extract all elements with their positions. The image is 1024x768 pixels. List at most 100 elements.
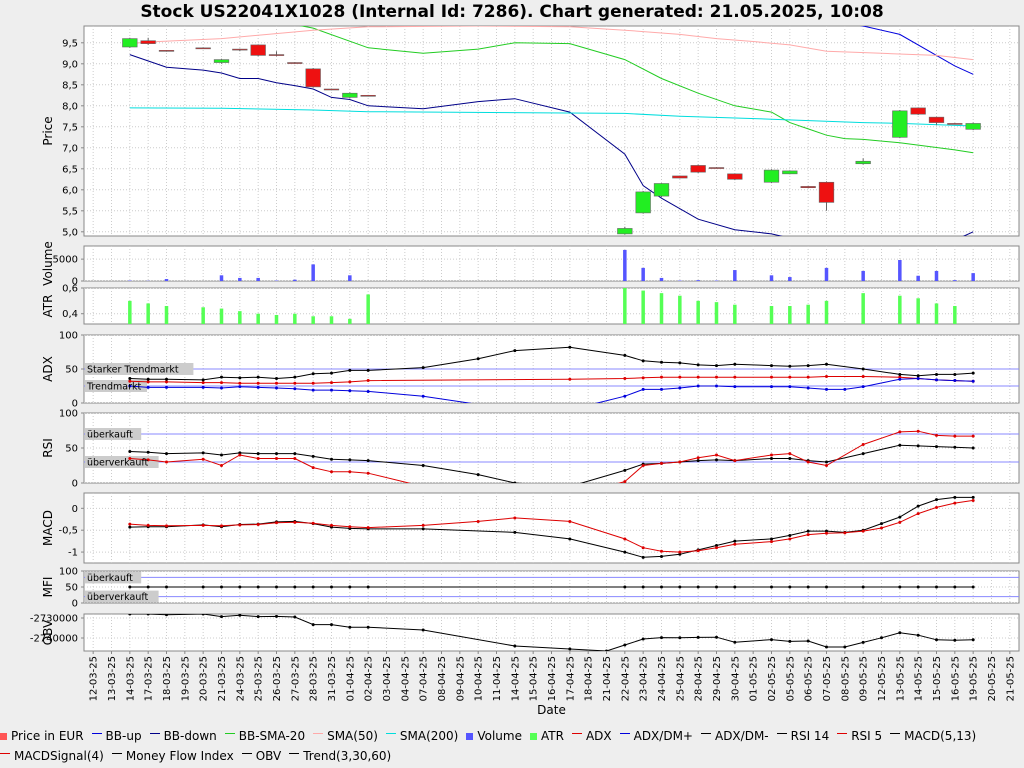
x-tick-label: 28-03-25 xyxy=(309,656,320,701)
bar xyxy=(788,306,792,324)
bar xyxy=(971,273,975,281)
x-tick-label: 02-05-25 xyxy=(767,656,778,701)
series-point-obv xyxy=(146,614,150,616)
series-point-macdsignal-4- xyxy=(330,523,333,527)
series-point-rsi-5 xyxy=(715,453,718,457)
series-point-adx-dm- xyxy=(421,394,425,398)
series-point-rsi-14 xyxy=(825,460,828,464)
x-tick-label: 27-03-25 xyxy=(290,656,301,701)
series-point-macdsignal-4- xyxy=(916,512,920,516)
series-point-adx xyxy=(330,381,333,385)
series-point-obv xyxy=(880,636,883,640)
series-point-macdsignal-4- xyxy=(220,524,223,528)
series-point-adx-dm- xyxy=(678,386,682,390)
legend-item: MACD(5,13) xyxy=(890,726,976,746)
bar xyxy=(659,293,664,324)
series-point-adx-dm- xyxy=(146,385,150,389)
x-tick-label: 01-04-25 xyxy=(345,656,356,701)
series-point-adx-dm- xyxy=(220,375,223,379)
bar xyxy=(659,277,664,281)
bar xyxy=(714,302,719,324)
bar xyxy=(898,260,902,281)
series-point-adx-dm- xyxy=(953,379,957,383)
x-tick-label: 14-03-25 xyxy=(125,656,136,701)
legend-swatch xyxy=(313,733,324,734)
series-point-rsi-5 xyxy=(788,452,792,456)
series-point-adx xyxy=(201,381,205,385)
legend-swatch xyxy=(837,733,848,734)
reference-label: Trendmarkt xyxy=(86,382,141,393)
series-point-adx-dm- xyxy=(898,372,902,376)
y-axis-label: ADX xyxy=(41,356,55,382)
legend-label: Money Flow Index xyxy=(125,749,234,763)
series-point-adx-dm- xyxy=(825,362,828,366)
series-point-adx-dm- xyxy=(623,353,627,357)
series-point-money-flow-index xyxy=(788,585,792,589)
bar xyxy=(953,306,957,324)
candle-body xyxy=(855,160,871,165)
legend-item: Money Flow Index xyxy=(111,746,234,766)
legend-swatch xyxy=(571,733,582,734)
y-tick-label: 100 xyxy=(59,567,78,578)
bar xyxy=(641,290,645,324)
series-point-adx-dm- xyxy=(861,367,865,371)
x-tick-label: 29-04-25 xyxy=(712,656,723,701)
candle-body xyxy=(323,88,340,91)
candle-body xyxy=(250,44,266,56)
series-point-adx-dm- xyxy=(916,374,920,378)
candle-body xyxy=(617,228,633,235)
series-point-rsi-14 xyxy=(311,454,315,458)
legend-label: SMA(200) xyxy=(399,729,459,743)
series-point-macdsignal-4- xyxy=(421,523,425,527)
series-point-macdsignal-4- xyxy=(788,537,792,541)
series-point-money-flow-index xyxy=(806,585,810,589)
series-point-rsi-5 xyxy=(605,485,608,488)
series-line-bb-down xyxy=(129,54,974,236)
series-point-money-flow-index xyxy=(770,585,773,589)
series-point-macdsignal-4- xyxy=(770,540,773,544)
legend-label: RSI 5 xyxy=(851,729,883,743)
series-point-adx-dm- xyxy=(678,361,682,365)
series-point-adx xyxy=(568,377,572,381)
candle-body xyxy=(653,183,670,197)
series-point-macdsignal-4- xyxy=(971,498,975,502)
candle-body xyxy=(763,169,780,183)
y-axis-label: ATR xyxy=(41,295,55,318)
series-point-macd-5-13- xyxy=(788,533,792,537)
y-tick-label: 100 xyxy=(59,331,78,342)
series-point-macdsignal-4- xyxy=(935,505,938,509)
x-tick-label: 04-04-25 xyxy=(400,656,411,701)
series-point-money-flow-index xyxy=(311,585,315,589)
y-tick-label: 50 xyxy=(65,444,78,455)
series-point-macd-5-13- xyxy=(513,530,517,534)
reference-label-bg xyxy=(85,363,194,375)
series-point-adx-dm- xyxy=(971,371,975,375)
series-point-rsi-5 xyxy=(146,458,150,462)
series-point-adx-dm- xyxy=(696,363,700,367)
bar xyxy=(256,277,260,281)
bar xyxy=(916,275,920,281)
reference-label-bg xyxy=(85,590,159,603)
series-point-macdsignal-4- xyxy=(715,546,718,550)
series-point-adx-dm- xyxy=(770,364,773,368)
candle-body xyxy=(305,68,321,88)
legend-swatch xyxy=(466,733,474,740)
series-point-rsi-5 xyxy=(660,461,663,465)
series-point-rsi-14 xyxy=(513,481,517,483)
y-tick-label: 0 xyxy=(72,504,78,515)
series-point-money-flow-index xyxy=(256,585,260,589)
y-tick-label: 50 xyxy=(65,365,78,376)
series-point-adx xyxy=(715,375,718,379)
series-point-rsi-14 xyxy=(146,450,150,454)
series-point-adx-dm- xyxy=(256,375,260,379)
chart-title: Stock US22041X1028 (Internal Id: 7286). … xyxy=(140,2,884,22)
legend-swatch xyxy=(700,733,711,734)
bar xyxy=(788,277,792,281)
legend-label: BB-up xyxy=(105,729,142,743)
series-point-rsi-14 xyxy=(916,444,920,448)
series-point-adx-dm- xyxy=(660,387,663,391)
x-tick-label: 12-05-25 xyxy=(877,656,888,701)
series-point-money-flow-index xyxy=(825,585,828,589)
series-point-adx-dm- xyxy=(641,359,645,363)
x-tick-label: 06-05-25 xyxy=(804,656,815,701)
